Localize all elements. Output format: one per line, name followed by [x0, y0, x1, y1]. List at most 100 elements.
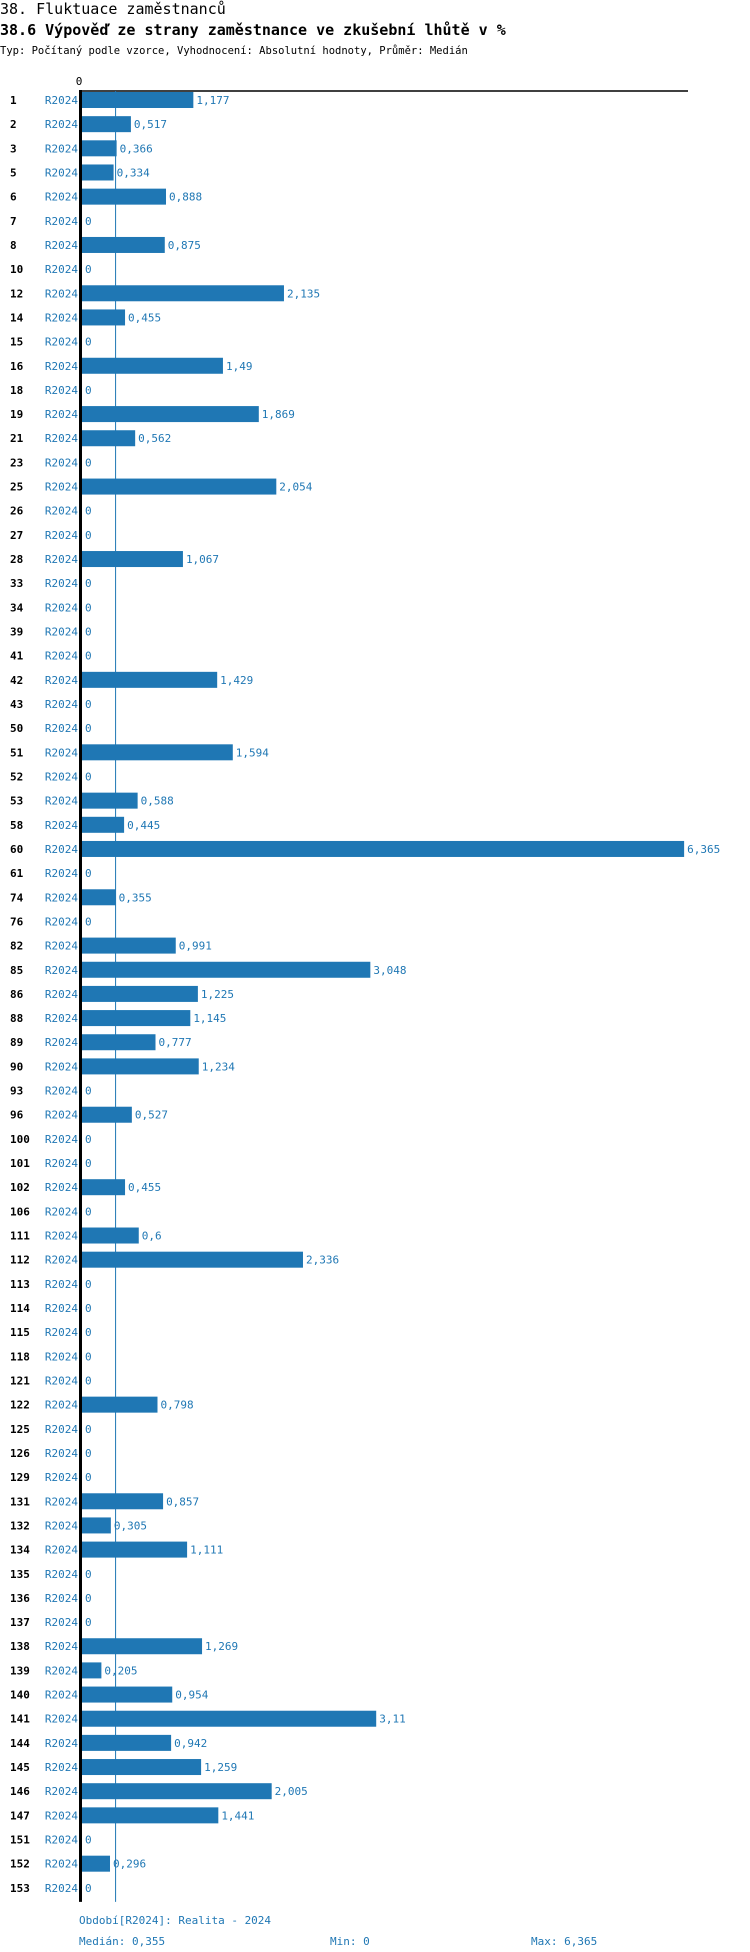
data-label: 1,225: [201, 988, 234, 1001]
data-label: 0: [85, 1278, 92, 1291]
data-label: 2,336: [306, 1254, 339, 1267]
data-label: 0: [85, 915, 92, 928]
series-label: R2024: [45, 1616, 78, 1629]
category-label: 39: [10, 626, 23, 639]
data-label: 0,942: [174, 1737, 207, 1750]
category-label: 85: [10, 964, 23, 977]
data-label: 0,798: [160, 1399, 193, 1412]
bar: [82, 1541, 188, 1558]
category-label: 139: [10, 1664, 30, 1677]
category-label: 7: [10, 215, 17, 228]
data-label: 0: [85, 601, 92, 614]
series-label: R2024: [45, 1205, 78, 1218]
series-label: R2024: [45, 1858, 78, 1871]
category-label: 33: [10, 577, 23, 590]
category-label: 122: [10, 1399, 30, 1412]
data-label: 0: [85, 1834, 92, 1847]
category-label: 134: [10, 1544, 30, 1557]
category-label: 106: [10, 1205, 30, 1218]
series-label: R2024: [45, 191, 78, 204]
category-label: 8: [10, 239, 17, 252]
data-label: 0,588: [141, 795, 174, 808]
bar: [82, 1251, 303, 1268]
category-label: 61: [10, 867, 24, 880]
series-label: R2024: [45, 505, 78, 518]
chart-meta: Typ: Počítaný podle vzorce, Vyhodnocení:…: [0, 45, 468, 57]
data-label: 2,135: [287, 287, 320, 300]
bar: [82, 937, 176, 954]
bar: [82, 889, 116, 906]
bar: [82, 478, 277, 495]
category-label: 52: [10, 770, 23, 783]
category-label: 60: [10, 843, 23, 856]
data-label: 0,857: [166, 1495, 199, 1508]
category-label: 102: [10, 1181, 30, 1194]
series-label: R2024: [45, 360, 78, 373]
series-label: R2024: [45, 891, 78, 904]
series-label: R2024: [45, 940, 78, 953]
series-label: R2024: [45, 1882, 78, 1895]
data-label: 0,455: [128, 311, 161, 324]
category-label: 132: [10, 1519, 30, 1532]
series-label: R2024: [45, 94, 78, 107]
series-label: R2024: [45, 1085, 78, 1098]
bar: [82, 961, 371, 978]
series-label: R2024: [45, 1109, 78, 1122]
bar: [82, 671, 218, 688]
series-label: R2024: [45, 1592, 78, 1605]
series-label: R2024: [45, 1447, 78, 1460]
bar: [82, 1106, 132, 1123]
series-label: R2024: [45, 1278, 78, 1291]
series-label: R2024: [45, 311, 78, 324]
data-label: 0,991: [179, 940, 212, 953]
category-label: 28: [10, 553, 23, 566]
data-label: 0,355: [119, 891, 152, 904]
footer-median: Medián: 0,355: [79, 1935, 166, 1948]
category-label: 53: [10, 795, 23, 808]
data-label: 1,429: [220, 674, 253, 687]
series-label: R2024: [45, 1519, 78, 1532]
category-label: 34: [10, 601, 24, 614]
series-label: R2024: [45, 674, 78, 687]
data-label: 0: [85, 1374, 92, 1387]
footer-max: Max: 6,365: [531, 1935, 598, 1948]
category-label: 41: [10, 650, 24, 663]
category-label: 86: [10, 988, 24, 1001]
category-label: 14: [10, 311, 24, 324]
series-label: R2024: [45, 118, 78, 131]
category-label: 129: [10, 1471, 30, 1484]
category-label: 1: [10, 94, 17, 107]
series-label: R2024: [45, 867, 78, 880]
data-label: 0: [85, 529, 92, 542]
category-label: 146: [10, 1785, 30, 1798]
series-label: R2024: [45, 1737, 78, 1750]
series-label: R2024: [45, 843, 78, 856]
data-label: 1,869: [262, 408, 295, 421]
bar: [82, 236, 165, 253]
bar: [82, 1662, 102, 1679]
data-label: 0: [85, 1133, 92, 1146]
data-label: 0,334: [117, 166, 150, 179]
data-label: 0,888: [169, 191, 202, 204]
data-label: 0: [85, 1205, 92, 1218]
series-label: R2024: [45, 722, 78, 735]
series-label: R2024: [45, 456, 78, 469]
category-label: 58: [10, 819, 23, 832]
data-label: 0,527: [135, 1109, 168, 1122]
data-label: 0,777: [159, 1036, 192, 1049]
bar: [82, 816, 125, 833]
bar: [82, 1179, 126, 1196]
series-label: R2024: [45, 384, 78, 397]
category-label: 21: [10, 432, 24, 445]
category-label: 18: [10, 384, 23, 397]
data-label: 0: [85, 770, 92, 783]
bar: [82, 1855, 111, 1872]
series-label: R2024: [45, 1761, 78, 1774]
data-label: 3,048: [373, 964, 406, 977]
data-label: 0: [85, 1085, 92, 1098]
bar: [82, 744, 233, 761]
bar: [82, 116, 131, 133]
data-label: 1,145: [193, 1012, 226, 1025]
series-label: R2024: [45, 1640, 78, 1653]
series-label: R2024: [45, 1664, 78, 1677]
